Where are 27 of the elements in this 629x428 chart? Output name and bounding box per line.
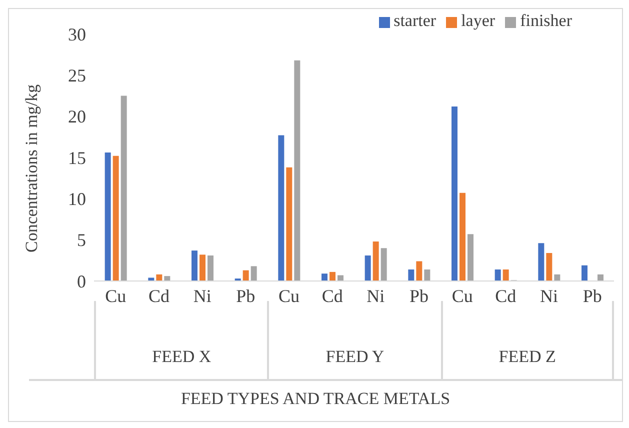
x-tick-label: Pb — [409, 286, 429, 306]
x-tick-label: Cu — [452, 286, 473, 306]
x-tick-label: Ni — [366, 286, 385, 306]
x-tick-label: Pb — [236, 286, 256, 306]
text: FEED Z — [498, 347, 556, 367]
y-axis-title: Concentrations in mg/kg — [22, 84, 42, 252]
x-tick-label: Pb — [582, 286, 602, 306]
y-tick-label: 30 — [68, 24, 86, 44]
x-tick-label: Ni — [193, 286, 212, 306]
y-tick-label: 0 — [77, 271, 86, 292]
legend-label: finisher — [520, 11, 572, 30]
y-tick-label: 5 — [77, 230, 86, 250]
y-tick-label: 25 — [68, 66, 86, 86]
y-tick-label: 10 — [68, 189, 86, 210]
legend-label: starter — [394, 11, 436, 30]
text: FEED Y — [326, 347, 384, 367]
x-tick-label: Cd — [322, 286, 343, 306]
legend-label: layer — [461, 11, 496, 30]
x-tick-label: Cd — [495, 286, 516, 306]
x-tick-label: Cd — [148, 286, 170, 306]
text: FEED X — [152, 347, 212, 367]
y-tick-label: 15 — [68, 148, 86, 168]
y-tick-label: 20 — [68, 106, 86, 127]
x-tick-label: Ni — [540, 286, 558, 306]
x-tick-label: Cu — [105, 286, 126, 306]
x-tick-label: Cu — [278, 286, 300, 306]
x-axis-title: FEED TYPES AND TRACE METALS — [180, 389, 452, 409]
